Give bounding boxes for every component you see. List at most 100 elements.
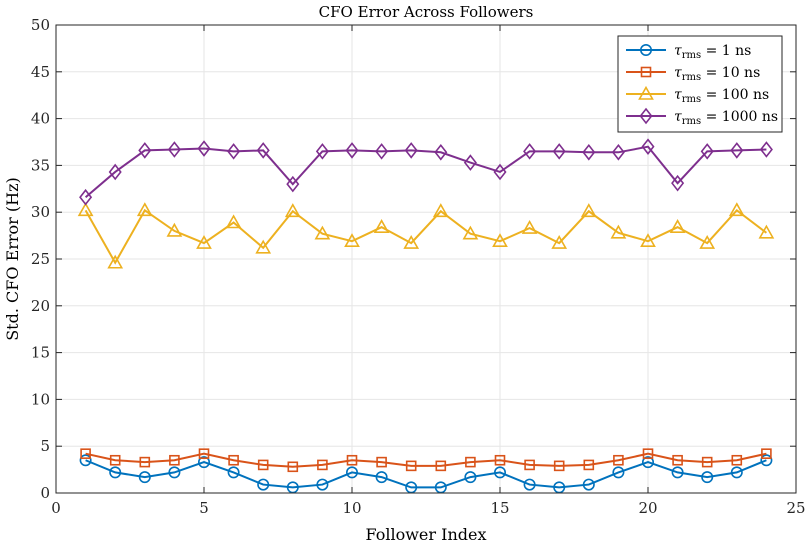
data-point	[701, 471, 714, 484]
data-point	[166, 222, 183, 237]
data-point	[494, 454, 506, 466]
x-tick-label: 10	[342, 499, 361, 517]
data-point	[198, 448, 210, 459]
legend-marker	[638, 85, 654, 100]
data-point	[314, 225, 331, 240]
data-point	[641, 138, 655, 155]
legend-marker	[640, 66, 652, 78]
data-point	[521, 219, 538, 234]
data-point	[227, 466, 240, 479]
data-point	[671, 466, 684, 479]
data-point	[582, 478, 595, 491]
data-point	[642, 448, 654, 459]
x-tick-label: 0	[51, 499, 61, 517]
data-point	[286, 175, 300, 193]
data-point	[345, 142, 359, 159]
data-point	[730, 142, 744, 159]
y-tick-label: 10	[31, 390, 50, 408]
data-point	[77, 202, 94, 217]
data-point	[138, 142, 152, 159]
data-point	[523, 478, 536, 491]
data-point	[344, 233, 360, 248]
legend-value: = 1000 ns	[701, 109, 778, 125]
data-point	[108, 163, 122, 181]
y-tick-label: 40	[31, 110, 50, 128]
chart-title: CFO Error Across Followers	[319, 3, 534, 21]
data-point	[373, 219, 390, 233]
data-point	[136, 202, 153, 217]
data-point	[227, 143, 241, 160]
series-1	[79, 454, 773, 494]
series-4	[79, 138, 773, 206]
data-point	[256, 142, 270, 159]
data-point	[493, 466, 506, 479]
data-point	[139, 456, 151, 468]
data-point	[345, 466, 358, 479]
y-tick-label: 30	[31, 203, 50, 221]
y-tick-label: 25	[31, 250, 50, 268]
data-point	[257, 459, 269, 471]
series-line	[84, 145, 767, 198]
series-3	[77, 202, 775, 269]
series-line	[85, 452, 767, 468]
data-point	[760, 454, 773, 467]
data-point	[79, 188, 93, 206]
series-line	[84, 208, 768, 265]
legend-entry-label: τrms = 1000 ns	[674, 109, 778, 127]
data-point	[405, 460, 417, 472]
legend-subscript: rms	[682, 72, 701, 83]
data-point	[669, 219, 686, 233]
data-point	[346, 454, 358, 466]
legend-entry-label: τrms = 1 ns	[674, 43, 751, 61]
y-axis-label: Std. CFO Error (Hz)	[3, 177, 22, 341]
data-point	[255, 239, 272, 254]
data-point	[699, 234, 716, 249]
data-point	[375, 471, 388, 484]
data-point	[109, 466, 122, 479]
y-tick-label: 35	[31, 156, 50, 174]
data-point	[434, 144, 448, 161]
data-point	[611, 144, 625, 161]
data-point	[197, 140, 211, 157]
legend-value: = 100 ns	[701, 87, 769, 103]
data-point	[404, 142, 418, 159]
data-point	[167, 141, 181, 158]
data-point	[109, 454, 121, 466]
y-tick-label: 45	[31, 63, 50, 81]
legend-value: = 10 ns	[701, 65, 760, 81]
data-point	[80, 448, 91, 459]
series-layer	[77, 138, 775, 494]
x-axis-label: Follower Index	[366, 525, 487, 544]
x-tick-label: 20	[638, 499, 657, 517]
data-point	[612, 466, 625, 479]
data-point	[492, 233, 508, 248]
data-point	[463, 154, 477, 171]
data-point	[107, 254, 124, 269]
data-point	[284, 203, 301, 218]
data-point	[524, 459, 535, 471]
data-point	[701, 456, 713, 468]
data-point	[376, 456, 387, 468]
data-point	[225, 214, 242, 229]
legend-entry-label: τrms = 10 ns	[674, 65, 760, 83]
data-point	[317, 459, 328, 471]
data-point	[671, 174, 685, 192]
data-point	[287, 461, 299, 473]
data-point	[523, 143, 537, 160]
y-tick-label: 15	[31, 344, 50, 362]
series-line	[85, 459, 767, 489]
data-point	[316, 478, 329, 491]
series-2	[80, 448, 772, 473]
data-point	[257, 478, 270, 491]
data-point	[79, 454, 92, 467]
data-point	[759, 141, 773, 158]
legend-subscript: rms	[682, 50, 701, 61]
data-point	[432, 203, 449, 218]
legend-subscript: rms	[682, 94, 701, 105]
data-point	[582, 144, 596, 161]
data-point	[375, 143, 389, 160]
data-point	[138, 471, 151, 484]
data-point	[551, 234, 568, 249]
legend-value: = 1 ns	[701, 43, 751, 59]
